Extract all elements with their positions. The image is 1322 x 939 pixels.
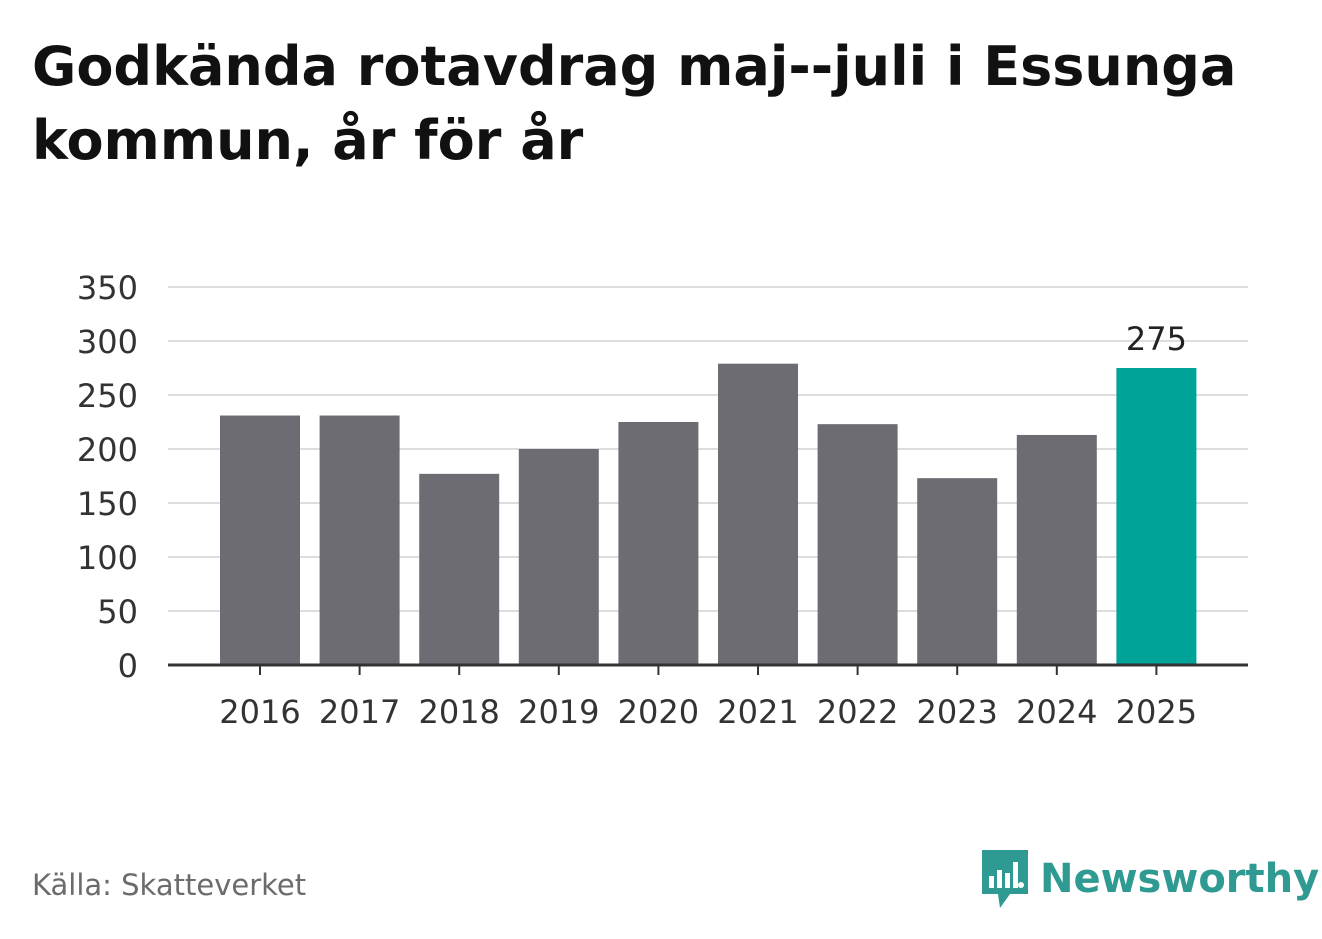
y-axis-tick-labels: 0 50 100 150 200 250 300 350 — [77, 269, 138, 685]
x-tick-label: 2021 — [717, 693, 798, 731]
x-tick-label: 2016 — [219, 693, 300, 731]
y-tick-label: 100 — [77, 539, 138, 577]
y-tick-label: 0 — [118, 647, 138, 685]
x-tick-label: 2024 — [1016, 693, 1097, 731]
y-tick-label: 150 — [77, 485, 138, 523]
bar — [319, 415, 400, 665]
y-tick-label: 50 — [97, 593, 138, 631]
data-labels: 275 — [1126, 320, 1187, 358]
y-tick-label: 350 — [77, 269, 138, 307]
x-tick-label: 2017 — [319, 693, 400, 731]
brand-logo: Newsworthy — [980, 848, 1319, 910]
x-tick-label: 2020 — [618, 693, 699, 731]
brand-name: Newsworthy — [1040, 856, 1320, 902]
chart-title: Godkända rotavdrag maj--juli i Essunga k… — [32, 35, 1237, 172]
source-note: Källa: Skatteverket — [32, 868, 307, 902]
bar — [817, 424, 898, 665]
x-axis-tick-labels: 2016 2017 2018 2019 2020 2021 2022 2023 2024 2025 — [219, 665, 1197, 731]
x-tick-label: 2019 — [518, 693, 599, 731]
bars — [220, 363, 1197, 665]
x-tick-label: 2018 — [418, 693, 499, 731]
y-tick-label: 250 — [77, 377, 138, 415]
bar — [518, 449, 599, 665]
bar — [718, 363, 798, 665]
bar — [1116, 368, 1197, 665]
data-label: 275 — [1126, 320, 1187, 358]
bar — [1016, 434, 1097, 665]
bar — [618, 422, 699, 665]
x-tick-label: 2022 — [817, 693, 898, 731]
y-tick-label: 200 — [77, 431, 138, 469]
x-tick-label: 2023 — [916, 693, 997, 731]
x-tick-label: 2025 — [1116, 693, 1197, 731]
newsworthy-logo-icon — [982, 850, 1028, 908]
bar — [220, 415, 300, 665]
y-tick-label: 300 — [77, 323, 138, 361]
bar — [419, 473, 500, 665]
bar — [917, 478, 998, 665]
